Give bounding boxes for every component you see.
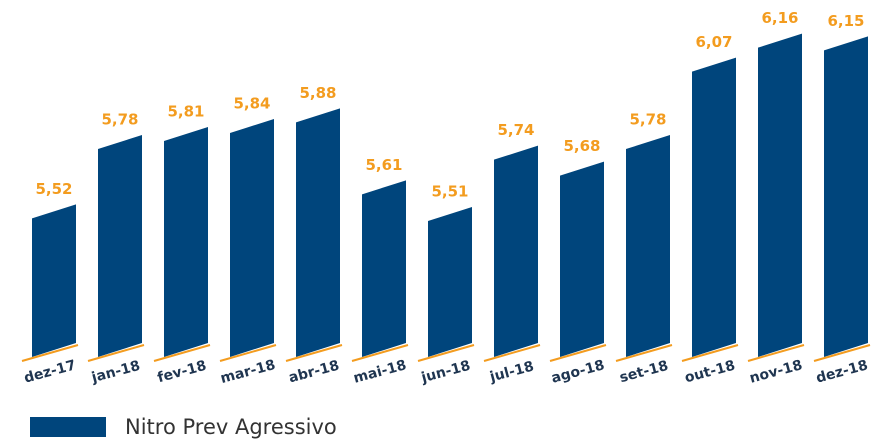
x-tick-label: jun-18: [419, 358, 472, 387]
bar: [560, 161, 604, 357]
bar: [362, 180, 406, 357]
baseline-accent: [219, 344, 277, 362]
value-label: 5,81: [167, 103, 204, 121]
bar: [164, 127, 208, 357]
legend-swatch: [30, 417, 106, 437]
value-label: 5,68: [563, 137, 600, 155]
value-label: 5,51: [431, 183, 468, 201]
value-label: 5,78: [101, 111, 138, 129]
value-label: 6,16: [761, 9, 798, 27]
x-tick-label: set-18: [618, 358, 670, 386]
x-tick-label: nov-18: [748, 357, 804, 386]
bar: [758, 33, 802, 358]
baseline-accent: [285, 344, 343, 362]
baseline-accent: [813, 344, 871, 362]
value-label: 5,78: [629, 111, 666, 129]
baseline-accent: [681, 344, 739, 362]
baseline-accent: [153, 344, 211, 362]
value-label: 5,52: [35, 180, 72, 198]
bar: [32, 204, 76, 357]
bar: [230, 119, 274, 357]
value-label: 5,88: [299, 84, 336, 102]
x-tick-label: jan-18: [89, 358, 142, 387]
baseline-accent: [483, 344, 541, 362]
x-tick-label: mai-18: [352, 357, 408, 386]
bar: [692, 57, 736, 358]
x-tick-label: out-18: [683, 358, 737, 387]
x-tick-label: jul-18: [487, 358, 535, 385]
baseline-accent: [21, 344, 79, 362]
value-label: 5,84: [233, 95, 270, 113]
value-label: 5,61: [365, 156, 402, 174]
baseline-accent: [615, 344, 673, 362]
bar: [296, 108, 340, 357]
baseline-accent: [747, 344, 805, 362]
baseline-accent: [549, 344, 607, 362]
x-tick-label: dez-18: [814, 357, 869, 386]
x-tick-label: ago-18: [550, 357, 607, 387]
bar: [626, 135, 670, 357]
legend-label: Nitro Prev Agressivo: [125, 415, 337, 439]
baseline-accent: [87, 344, 145, 362]
x-tick-label: dez-17: [22, 357, 77, 386]
baseline-accent: [351, 344, 409, 362]
value-label: 6,15: [827, 12, 864, 30]
x-tick-label: abr-18: [287, 358, 341, 387]
x-tick-label: fev-18: [156, 358, 208, 386]
bar: [824, 36, 868, 357]
value-label: 5,74: [497, 121, 534, 139]
baseline-accent: [417, 344, 475, 362]
x-tick-label: mar-18: [219, 357, 277, 387]
value-label: 6,07: [695, 33, 732, 51]
bar: [494, 145, 538, 357]
bar: [98, 135, 142, 357]
bar: [428, 207, 472, 357]
